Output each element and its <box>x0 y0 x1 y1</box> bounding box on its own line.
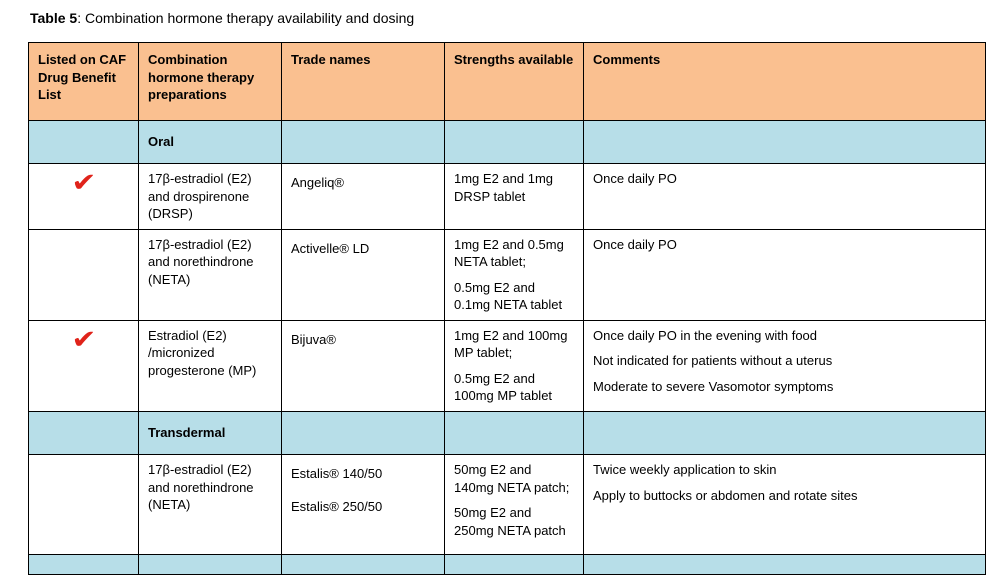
header-row: Listed on CAF Drug Benefit List Combinat… <box>28 42 986 121</box>
column-header-listed: Listed on CAF Drug Benefit List <box>28 42 139 121</box>
column-header-trade-names: Trade names <box>281 42 445 121</box>
data-row-estalis: 17β-estradiol (E2) and norethindrone (NE… <box>28 454 986 556</box>
listed-cell <box>28 228 139 321</box>
listed-cell <box>28 120 139 164</box>
trade-names-cell: Activelle® LD <box>281 228 445 321</box>
comments-cell <box>583 411 986 456</box>
column-header-preparations: Combination hormone therapy preparations <box>138 42 282 121</box>
trade-names-cell: Bijuva® <box>281 319 445 413</box>
comments-cell <box>583 554 986 575</box>
preparation-cell: Estradiol (E2) /micronized progesterone … <box>138 319 282 413</box>
section-row-cutoff <box>28 554 986 575</box>
preparation-cell: 17β-estradiol (E2) and norethindrone (NE… <box>138 228 282 321</box>
section-label-cutoff <box>138 554 282 575</box>
trade-names-cell: Angeliq® <box>281 163 445 230</box>
trade-names-cell <box>281 120 445 164</box>
trade-names-cell <box>281 554 445 575</box>
listed-cell: ✔ <box>28 319 139 413</box>
strengths-cell: 50mg E2 and 140mg NETA patch; 50mg E2 and… <box>444 454 584 556</box>
checkmark-icon: ✔ <box>70 167 97 197</box>
comments-cell <box>583 120 986 164</box>
column-header-strengths: Strengths available <box>444 42 584 121</box>
column-header-comments: Comments <box>583 42 986 121</box>
table-title-caption: : Combination hormone therapy availabili… <box>77 10 415 26</box>
listed-cell <box>28 554 139 575</box>
strengths-cell <box>444 554 584 575</box>
checkmark-icon: ✔ <box>70 323 97 354</box>
strengths-cell: 1mg E2 and 0.5mg NETA tablet; 0.5mg E2 an… <box>444 228 584 321</box>
section-label-oral: Oral <box>138 120 282 164</box>
comments-cell: Twice weekly application to skin Apply to… <box>583 454 986 556</box>
preparation-cell: 17β-estradiol (E2) and norethindrone (NE… <box>138 454 282 556</box>
section-row-oral: Oral <box>28 120 986 164</box>
listed-cell <box>28 411 139 456</box>
preparation-cell: 17β-estradiol (E2) and drospirenone (DRS… <box>138 163 282 230</box>
comments-cell: Once daily PO <box>583 228 986 321</box>
table-title: Table 5: Combination hormone therapy ava… <box>30 9 414 27</box>
comments-cell: Once daily PO in the evening with food No… <box>583 319 986 413</box>
data-row-bijuva: ✔ Estradiol (E2) /micronized progesteron… <box>28 319 986 413</box>
strengths-cell: 1mg E2 and 100mg MP tablet; 0.5mg E2 and … <box>444 319 584 413</box>
listed-cell: ✔ <box>28 163 139 230</box>
table-title-label: Table 5 <box>30 10 78 26</box>
trade-names-cell: Estalis® 140/50 Estalis® 250/50 <box>281 454 445 556</box>
data-row-activelle: 17β-estradiol (E2) and norethindrone (NE… <box>28 228 986 321</box>
section-label-transdermal: Transdermal <box>138 411 282 456</box>
listed-cell <box>28 454 139 556</box>
strengths-cell <box>444 411 584 456</box>
comments-cell: Once daily PO <box>583 163 986 230</box>
strengths-cell: 1mg E2 and 1mg DRSP tablet <box>444 163 584 230</box>
therapy-table: Listed on CAF Drug Benefit List Combinat… <box>28 42 986 575</box>
data-row-angeliq: ✔ 17β-estradiol (E2) and drospirenone (D… <box>28 163 986 230</box>
section-row-transdermal: Transdermal <box>28 411 986 456</box>
trade-names-cell <box>281 411 445 456</box>
strengths-cell <box>444 120 584 164</box>
